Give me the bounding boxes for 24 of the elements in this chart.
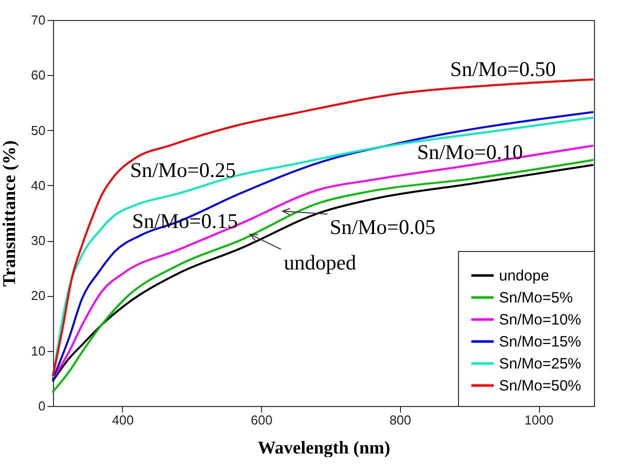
legend-label: Sn/Mo=50% xyxy=(499,378,582,394)
y-axis-title: Transmittance (%) xyxy=(0,140,20,287)
annotation: undoped xyxy=(284,250,357,274)
y-tick-label: 10 xyxy=(31,343,46,358)
legend-label: undope xyxy=(499,268,550,284)
annotation: Sn/Mo=0.10 xyxy=(417,140,523,164)
x-tick-label: 400 xyxy=(112,412,134,428)
y-tick-label: 20 xyxy=(31,288,46,304)
y-tick-label: 50 xyxy=(31,122,46,138)
y-tick-label: 60 xyxy=(31,68,46,83)
x-tick-label: 800 xyxy=(389,412,412,428)
y-tick-label: 70 xyxy=(31,12,46,28)
legend-label: Sn/Mo=15% xyxy=(499,334,582,350)
legend-label: Sn/Mo=25% xyxy=(499,356,582,372)
y-tick-label: 0 xyxy=(38,398,46,414)
x-tick-label: 600 xyxy=(250,412,272,428)
legend-label: Sn/Mo=5% xyxy=(499,290,573,306)
annotation: Sn/Mo=0.05 xyxy=(330,215,436,240)
annotation: Sn/Mo=0.50 xyxy=(450,57,556,81)
legend-label: Sn/Mo=10% xyxy=(499,312,582,328)
annotation: Sn/Mo=0.25 xyxy=(130,158,236,182)
y-tick-label: 40 xyxy=(31,178,46,193)
x-tick-label: 1000 xyxy=(524,412,554,428)
y-tick-label: 30 xyxy=(31,233,46,248)
